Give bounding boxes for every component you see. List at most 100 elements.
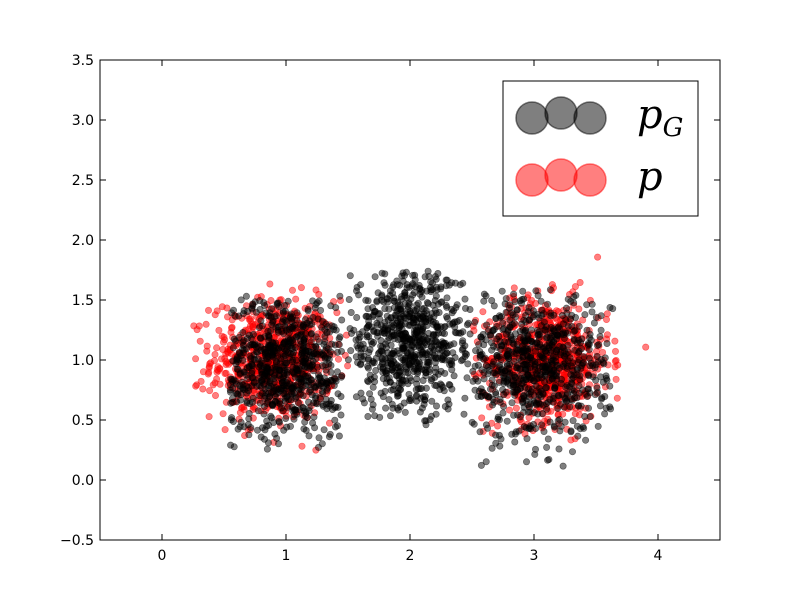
data-point xyxy=(377,336,385,344)
data-point xyxy=(368,405,376,413)
data-point xyxy=(571,283,579,291)
data-point xyxy=(490,382,498,390)
data-point xyxy=(293,366,301,374)
data-point xyxy=(488,376,496,384)
data-point xyxy=(390,335,398,343)
data-point xyxy=(570,387,578,395)
data-point xyxy=(508,399,516,407)
data-point xyxy=(511,298,519,306)
data-point xyxy=(450,372,458,380)
data-point xyxy=(446,341,454,349)
data-point xyxy=(278,378,286,386)
data-point xyxy=(362,312,370,320)
data-point xyxy=(388,319,396,327)
data-point xyxy=(399,343,407,351)
data-point xyxy=(263,445,271,453)
data-point xyxy=(254,342,262,350)
data-point xyxy=(355,335,363,343)
data-point xyxy=(248,361,256,369)
legend-label-subscript: G xyxy=(663,113,684,143)
data-point xyxy=(211,311,219,319)
data-point xyxy=(400,399,408,407)
data-point xyxy=(296,375,304,383)
data-point xyxy=(319,378,327,386)
data-point xyxy=(542,363,550,371)
data-point xyxy=(500,391,508,399)
data-point xyxy=(516,413,524,421)
data-point xyxy=(212,391,220,399)
data-point xyxy=(540,310,548,318)
data-point xyxy=(246,352,254,360)
data-point xyxy=(463,374,471,382)
y-tick-label: 0.0 xyxy=(72,473,94,489)
data-point xyxy=(347,308,355,316)
legend-marker xyxy=(544,96,578,130)
data-point xyxy=(334,390,342,398)
data-point xyxy=(195,322,203,330)
data-point xyxy=(404,369,412,377)
data-point xyxy=(433,286,441,294)
data-point xyxy=(612,356,620,364)
data-point xyxy=(274,388,282,396)
data-point xyxy=(414,299,422,307)
data-point xyxy=(308,376,316,384)
data-point xyxy=(506,323,514,331)
data-point xyxy=(213,344,221,352)
data-point xyxy=(401,408,409,416)
data-point xyxy=(245,331,253,339)
data-point xyxy=(524,408,532,416)
data-point xyxy=(527,400,535,408)
data-point xyxy=(557,375,565,383)
legend-entry: p xyxy=(515,154,663,200)
data-point xyxy=(597,373,605,381)
data-point xyxy=(344,362,352,370)
data-point xyxy=(503,417,511,425)
x-tick-label: 2 xyxy=(406,548,415,564)
data-point xyxy=(264,327,272,335)
data-point xyxy=(401,292,409,300)
data-point xyxy=(242,292,250,300)
data-point xyxy=(586,330,594,338)
data-point xyxy=(364,297,372,305)
data-point xyxy=(522,424,530,432)
data-point xyxy=(412,331,420,339)
data-point xyxy=(517,357,525,365)
data-point xyxy=(566,383,574,391)
data-point xyxy=(266,368,274,376)
data-point xyxy=(367,375,375,383)
data-point xyxy=(545,455,553,463)
data-point xyxy=(288,286,296,294)
data-point xyxy=(498,366,506,374)
data-point xyxy=(386,354,394,362)
data-point xyxy=(306,321,314,329)
data-point xyxy=(555,445,563,453)
data-point xyxy=(497,341,505,349)
data-point xyxy=(346,325,354,333)
data-point xyxy=(438,346,446,354)
data-point xyxy=(530,420,538,428)
data-point xyxy=(337,347,345,355)
data-point xyxy=(418,384,426,392)
data-point xyxy=(263,399,271,407)
data-point xyxy=(378,269,386,277)
data-point xyxy=(432,402,440,410)
data-point xyxy=(419,325,427,333)
data-point xyxy=(518,395,526,403)
data-point xyxy=(302,426,310,434)
data-point xyxy=(514,346,522,354)
data-point xyxy=(539,368,547,376)
data-point xyxy=(397,373,405,381)
points-layer xyxy=(190,253,650,470)
data-point xyxy=(426,314,434,322)
data-point xyxy=(316,373,324,381)
data-point xyxy=(365,356,373,364)
data-point xyxy=(318,362,326,370)
data-point xyxy=(579,423,587,431)
data-point xyxy=(325,433,333,441)
data-point xyxy=(315,290,323,298)
data-point xyxy=(381,305,389,313)
data-point xyxy=(415,344,423,352)
data-point xyxy=(562,304,570,312)
legend-entry: pG xyxy=(515,92,684,143)
data-point xyxy=(543,333,551,341)
